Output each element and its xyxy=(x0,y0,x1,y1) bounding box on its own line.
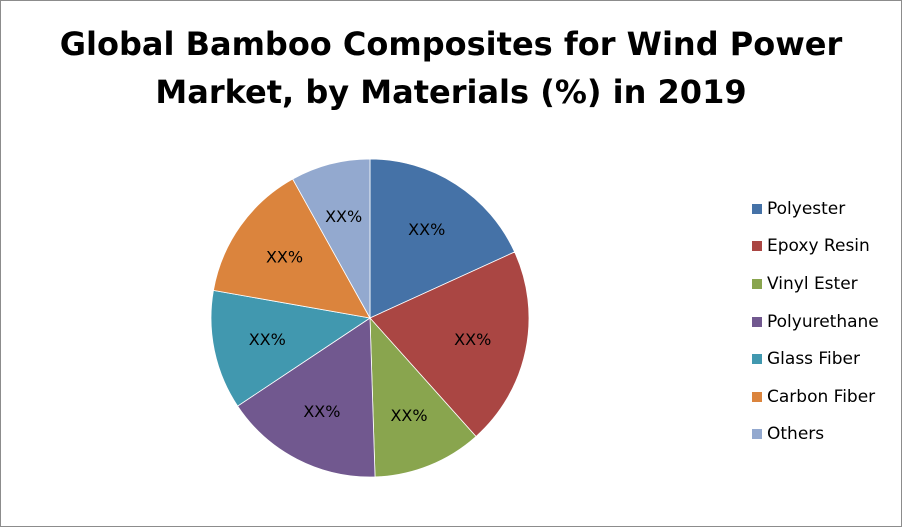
pie-slice-glass-fiber xyxy=(210,289,372,407)
pie-data-label-carbon-fiber: XX% xyxy=(266,248,303,267)
legend-swatch-polyester xyxy=(752,203,762,214)
legend-label-vinyl-ester: Vinyl Ester xyxy=(767,273,858,294)
chart-title: Global Bamboo Composites for Wind Power … xyxy=(0,20,902,116)
legend-label-polyester: Polyester xyxy=(767,198,846,219)
chart-title-line-1: Global Bamboo Composites for Wind Power xyxy=(59,25,843,63)
legend-swatch-vinyl-ester xyxy=(752,278,762,289)
pie-data-label-polyester: XX% xyxy=(408,220,445,239)
pie-slice-others xyxy=(292,158,371,320)
legend-label-others: Others xyxy=(767,424,825,445)
legend-item-polyurethane: Polyurethane xyxy=(752,303,900,341)
legend-swatch-polyurethane xyxy=(752,316,762,327)
chart-title-line-2: Market, by Materials (%) in 2019 xyxy=(155,73,747,111)
legend-swatch-glass-fiber xyxy=(752,354,762,365)
pie-slice-vinyl-ester xyxy=(369,316,477,478)
pie-slice-carbon-fiber xyxy=(212,178,371,319)
chart-legend: Polyester Epoxy Resin Vinyl Ester Polyureth… xyxy=(752,190,900,453)
pie-slice-polyurethane xyxy=(237,317,376,478)
legend-swatch-epoxy-resin xyxy=(752,241,762,252)
pie-data-label-glass-fiber: XX% xyxy=(249,330,286,349)
legend-swatch-carbon-fiber xyxy=(752,391,762,402)
legend-label-glass-fiber: Glass Fiber xyxy=(767,349,860,370)
pie-slice-polyester xyxy=(369,158,516,319)
pie-data-label-polyurethane: XX% xyxy=(303,402,340,421)
legend-item-vinyl-ester: Vinyl Ester xyxy=(752,265,900,303)
legend-swatch-others xyxy=(752,429,762,440)
legend-label-polyurethane: Polyurethane xyxy=(767,311,879,332)
pie-data-label-others: XX% xyxy=(325,207,362,226)
legend-item-carbon-fiber: Carbon Fiber xyxy=(752,378,900,416)
pie-data-label-epoxy-resin: XX% xyxy=(454,330,491,349)
pie-slice-epoxy-resin xyxy=(369,251,530,438)
pie-data-label-vinyl-ester: XX% xyxy=(390,406,427,425)
legend-item-glass-fiber: Glass Fiber xyxy=(752,340,900,378)
legend-item-polyester: Polyester xyxy=(752,190,900,228)
legend-label-epoxy-resin: Epoxy Resin xyxy=(767,236,870,257)
legend-label-carbon-fiber: Carbon Fiber xyxy=(767,386,876,407)
legend-item-others: Others xyxy=(752,416,900,454)
legend-item-epoxy-resin: Epoxy Resin xyxy=(752,228,900,266)
